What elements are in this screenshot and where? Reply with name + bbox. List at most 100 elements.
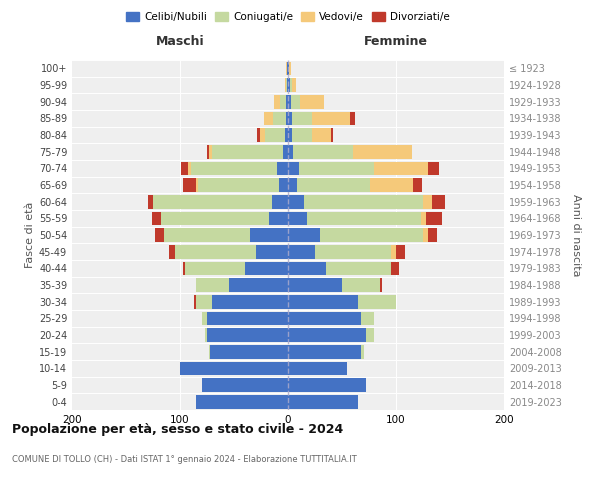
Bar [315,245,391,258]
Bar [288,78,290,92]
Bar [245,262,288,275]
Bar [286,62,287,75]
Bar [287,78,288,92]
Bar [194,295,196,308]
Bar [207,145,209,158]
Bar [196,278,229,292]
Bar [196,395,288,408]
Bar [212,145,283,158]
Text: COMUNE DI TOLLO (CH) - Dati ISTAT 1° gennaio 2024 - Elaborazione TUTTITALIA.IT: COMUNE DI TOLLO (CH) - Dati ISTAT 1° gen… [12,455,357,464]
Bar [153,195,272,208]
Bar [188,162,191,175]
Bar [288,128,292,142]
Bar [191,162,277,175]
Bar [288,195,304,208]
Bar [280,95,286,108]
Bar [370,178,413,192]
Bar [185,262,245,275]
Bar [288,95,291,108]
Bar [361,312,374,325]
Bar [287,62,288,75]
Bar [196,178,199,192]
Bar [312,128,331,142]
Y-axis label: Fasce di età: Fasce di età [25,202,35,268]
Bar [272,195,288,208]
Bar [265,128,285,142]
Bar [288,362,347,375]
Bar [183,262,185,275]
Bar [175,245,256,258]
Bar [196,295,212,308]
Bar [353,145,412,158]
Bar [264,112,273,125]
Text: Femmine: Femmine [364,36,428,49]
Bar [320,228,423,242]
Bar [210,345,288,358]
Bar [288,278,342,292]
Bar [350,112,355,125]
Legend: Celibi/Nubili, Coniugati/e, Vedovi/e, Divorziati/e: Celibi/Nubili, Coniugati/e, Vedovi/e, Di… [122,8,454,26]
Bar [312,112,350,125]
Bar [285,78,286,92]
Bar [183,178,196,192]
Bar [288,112,292,125]
Bar [180,362,288,375]
Bar [283,145,288,158]
Bar [426,212,442,225]
Text: Maschi: Maschi [155,36,205,49]
Bar [413,178,422,192]
Bar [299,162,374,175]
Bar [273,112,286,125]
Bar [291,95,300,108]
Bar [288,295,358,308]
Bar [202,378,288,392]
Bar [288,228,320,242]
Bar [300,95,323,108]
Bar [326,262,391,275]
Bar [366,328,374,342]
Bar [292,112,312,125]
Bar [205,328,207,342]
Bar [288,245,315,258]
Bar [285,128,288,142]
Bar [250,228,288,242]
Bar [269,212,288,225]
Bar [293,145,353,158]
Bar [358,295,396,308]
Bar [428,228,437,242]
Bar [396,245,404,258]
Bar [423,228,428,242]
Bar [292,128,312,142]
Bar [260,128,265,142]
Bar [292,78,296,92]
Bar [421,212,426,225]
Bar [155,228,164,242]
Bar [152,212,161,225]
Bar [288,212,307,225]
Bar [431,195,445,208]
Y-axis label: Anni di nascita: Anni di nascita [571,194,581,276]
Bar [288,62,289,75]
Bar [304,195,423,208]
Bar [148,195,153,208]
Bar [288,328,366,342]
Bar [288,178,296,192]
Bar [288,378,366,392]
Bar [289,62,291,75]
Bar [288,395,358,408]
Bar [164,228,250,242]
Bar [256,245,288,258]
Bar [361,345,364,358]
Bar [288,145,293,158]
Bar [380,278,382,292]
Bar [428,162,439,175]
Bar [277,162,288,175]
Bar [286,95,288,108]
Bar [290,78,292,92]
Bar [391,262,399,275]
Bar [288,312,361,325]
Bar [286,78,287,92]
Bar [286,112,288,125]
Text: Popolazione per età, sesso e stato civile - 2024: Popolazione per età, sesso e stato civil… [12,422,343,436]
Bar [374,162,428,175]
